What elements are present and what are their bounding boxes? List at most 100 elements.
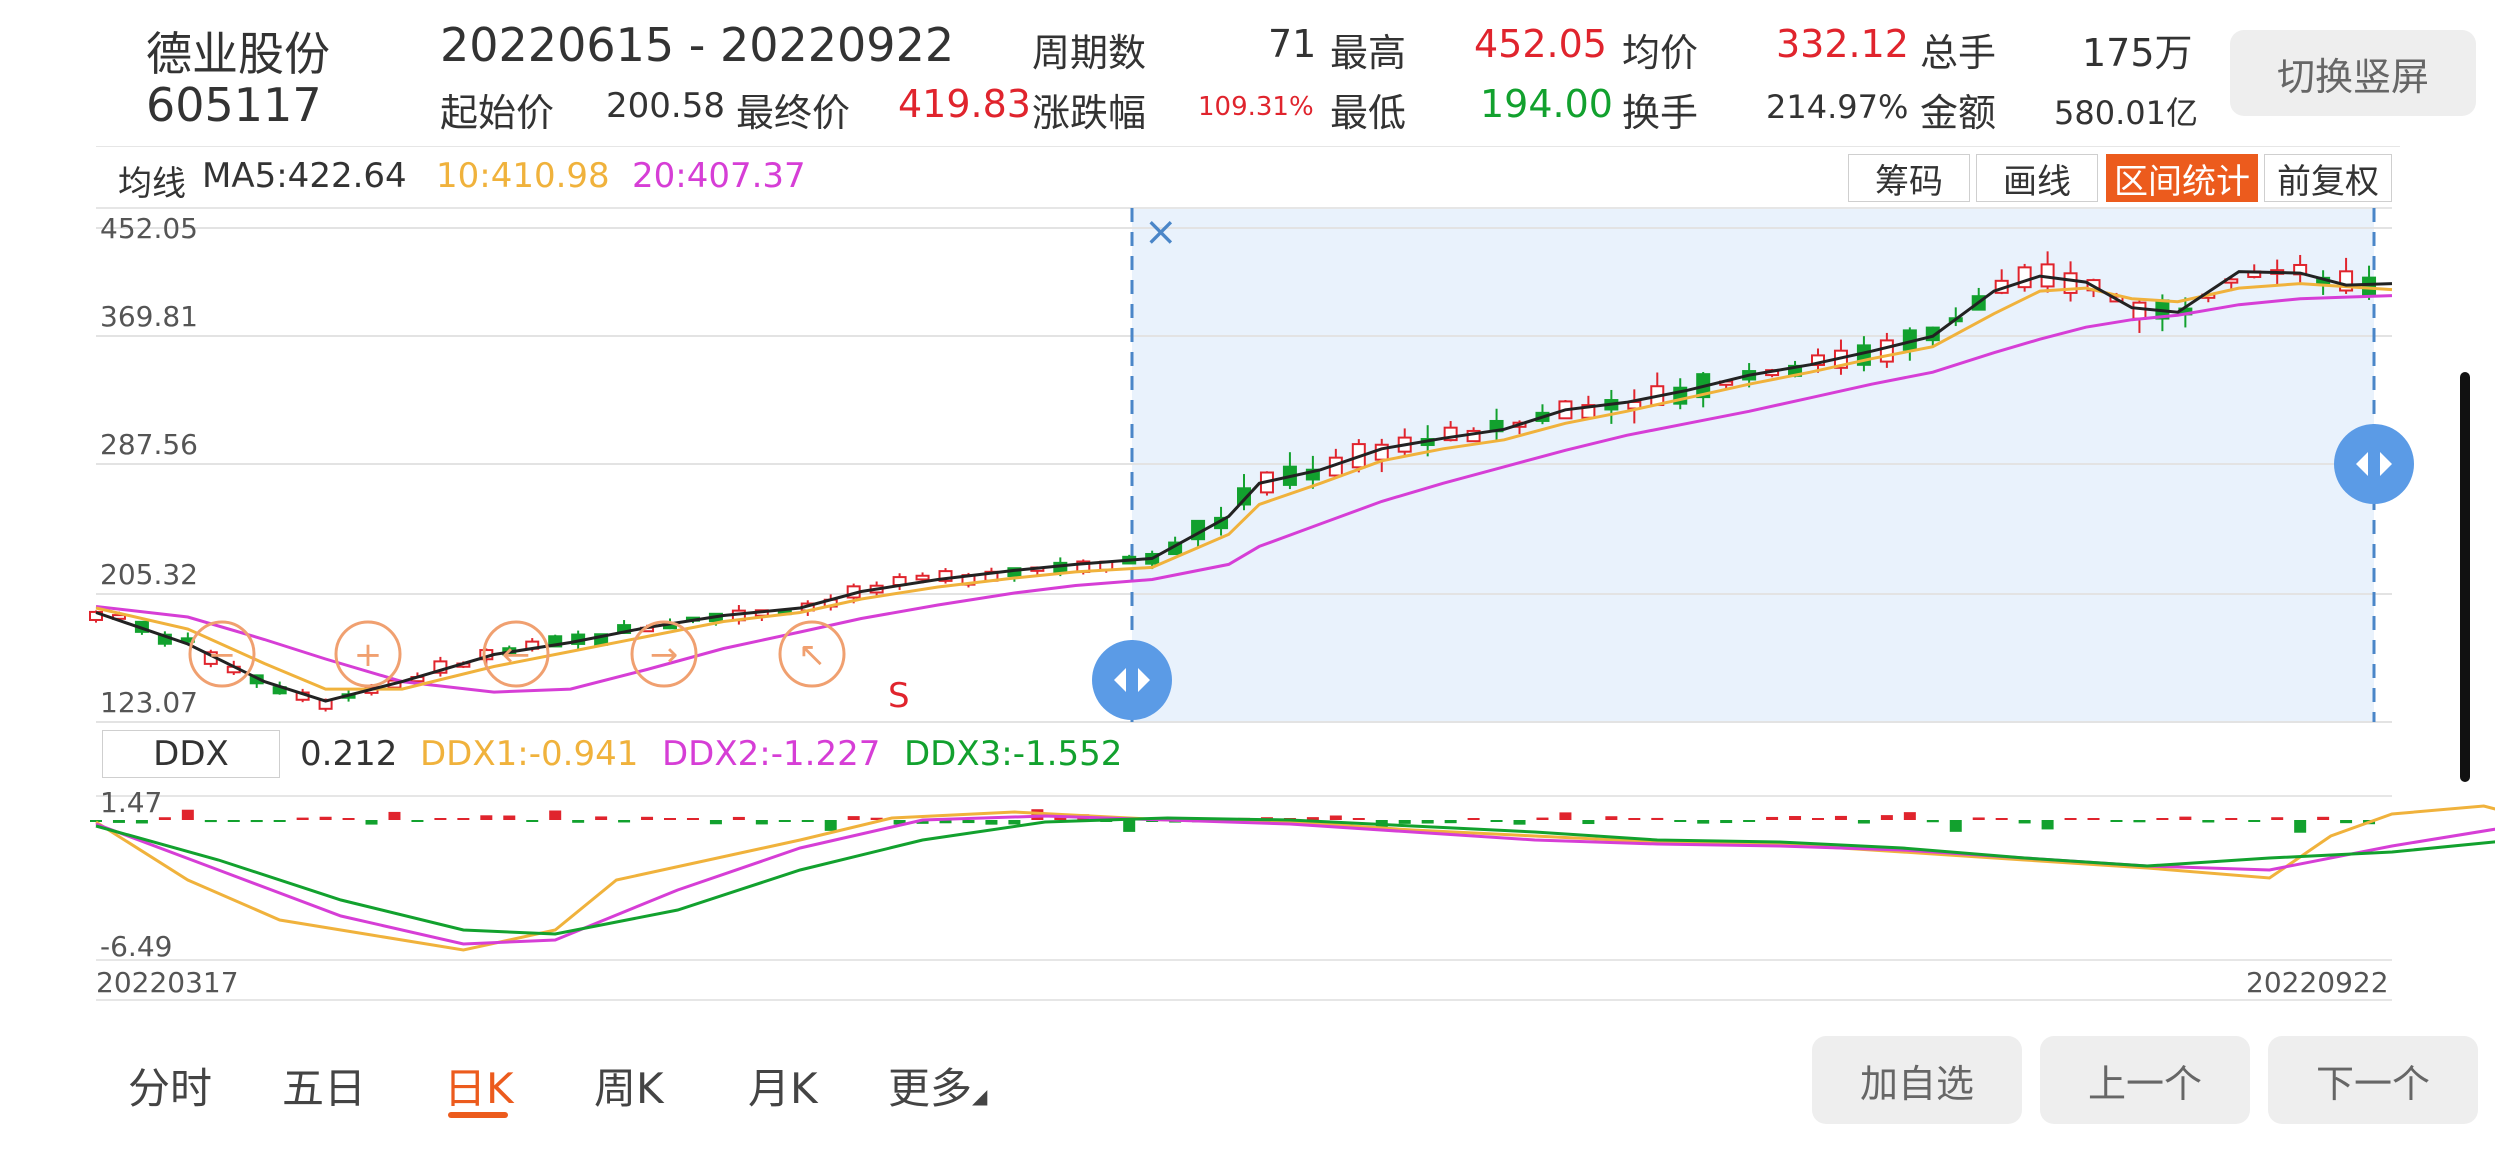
ddx-bar [686, 818, 699, 820]
ddx-bar [1743, 820, 1756, 822]
ddx-bar [2225, 818, 2238, 820]
draw-line-button[interactable]: 画线 [1976, 154, 2098, 202]
scroll-indicator[interactable] [2460, 372, 2470, 782]
ddx-bar [1306, 817, 1319, 820]
ddx-bar [962, 820, 975, 824]
ddx-bar [250, 820, 263, 823]
ddx-bar [2179, 816, 2192, 820]
ddx-bar [112, 820, 125, 823]
ddx-bar [939, 820, 952, 824]
ma20-value: 20:407.37 [632, 156, 806, 196]
ddx-bar [1123, 820, 1136, 832]
tab-daily-k[interactable]: 日K [444, 1064, 514, 1113]
ddx-bar [549, 810, 562, 820]
y-tick-label: 369.81 [100, 300, 198, 333]
ddx-bar [709, 820, 722, 825]
ddx-bar [1536, 817, 1549, 820]
date-range: 20220615 - 20220922 [440, 18, 955, 72]
ddx-bar [1651, 817, 1664, 820]
ddx-bar [1582, 820, 1595, 825]
ddx-bar [135, 820, 148, 824]
ddx-bar [847, 816, 860, 820]
selection-handle-left [1092, 640, 1172, 720]
ddx-bar [1421, 820, 1434, 824]
ddx-bar [1880, 815, 1893, 820]
start-price-value: 200.58 [606, 86, 725, 126]
active-tab-underline [448, 1112, 508, 1118]
ma5-line [95, 270, 2393, 703]
ddx-bar [90, 820, 102, 822]
ddx-bar [503, 815, 516, 820]
tab-five-day[interactable]: 五日 [282, 1064, 367, 1113]
drawing-tool-glyph: ↖ [798, 635, 827, 675]
switch-portrait-button[interactable]: 切换竖屏 [2230, 30, 2476, 116]
candle-body [1305, 468, 1320, 481]
tab-weekly-k[interactable]: 周K [594, 1064, 664, 1113]
adjust-button[interactable]: 前复权 [2264, 154, 2392, 202]
ddx-bar [1697, 820, 1710, 824]
ddx-y-tick: -6.49 [100, 930, 173, 963]
drawing-tool-circle [778, 620, 846, 688]
ddx-bar [342, 818, 355, 820]
y-tick-label: 205.32 [100, 558, 198, 591]
ddx-bar [2317, 816, 2330, 820]
interval-stats-button[interactable]: 区间统计 [2106, 154, 2258, 202]
ddx1-value: DDX1:-0.941 [420, 734, 639, 774]
chip-button[interactable]: 筹码 [1848, 154, 1970, 202]
ddx-bar [1490, 820, 1503, 822]
ddx-bar [1766, 816, 1779, 820]
ddx-bar [572, 820, 585, 823]
add-watchlist-button[interactable]: 加自选 [1812, 1036, 2022, 1124]
tab-intraday[interactable]: 分时 [128, 1064, 213, 1113]
ddx-bar [480, 815, 493, 820]
close-selection-icon[interactable]: × [1144, 209, 1178, 255]
ddx-bar [2340, 820, 2353, 824]
amount-value: 580.01亿 [2054, 94, 2198, 132]
selection-handle-left-arrows [1114, 668, 1150, 692]
ddx-bar [778, 820, 791, 822]
ddx-bar [1352, 818, 1365, 820]
tab-monthly-k[interactable]: 月K [748, 1064, 818, 1113]
y-tick-label: 452.05 [100, 212, 198, 245]
ddx-bar [1513, 820, 1526, 825]
tab-more[interactable]: 更多◢ [888, 1055, 987, 1116]
ddx-bar [204, 820, 217, 823]
ddx-bar [1720, 820, 1733, 824]
ddx-bar [1398, 820, 1411, 824]
stock-code: 605117 [146, 78, 322, 132]
total-volume-value: 175万 [2082, 31, 2193, 75]
ddx-bar [1789, 816, 1802, 820]
selection-handle-right-arrows [2356, 452, 2392, 476]
ddx-bar [411, 820, 424, 822]
previous-button[interactable]: 上一个 [2040, 1036, 2250, 1124]
ddx-bar [158, 817, 171, 820]
drawing-tool-circle [334, 620, 402, 688]
tab-more-label: 更多 [888, 1064, 973, 1113]
ddx-bar [1926, 820, 1939, 823]
ddx-bar [2041, 820, 2054, 830]
drawing-tool-glyph: ← [502, 635, 531, 675]
ddx-bar [526, 820, 539, 822]
drawing-tool-circle [482, 620, 550, 688]
ddx-bar [2064, 818, 2077, 820]
candle-body [2017, 266, 2032, 289]
change-label: 涨跌幅 [1032, 91, 1147, 135]
ddx2-line [95, 814, 2495, 946]
ddx-bar [664, 818, 676, 820]
ddx-bar [618, 820, 631, 823]
ddx-bar [457, 818, 470, 820]
ddx-name-box[interactable]: DDX [102, 730, 280, 778]
x-start-date: 20220317 [96, 966, 239, 999]
candle-body [915, 574, 930, 581]
end-price-label: 最终价 [736, 91, 851, 135]
ddx-bar [1812, 818, 1824, 820]
header-divider [96, 146, 2400, 147]
ddx-bar [1329, 815, 1342, 820]
ddx-bar [2018, 820, 2031, 824]
ddx-value: 0.212 [300, 734, 398, 774]
next-button[interactable]: 下一个 [2268, 1036, 2478, 1124]
ddx-y-tick: 1.47 [100, 786, 163, 819]
ddx-bar [1674, 820, 1687, 822]
ddx3-value: DDX3:-1.552 [904, 734, 1123, 774]
